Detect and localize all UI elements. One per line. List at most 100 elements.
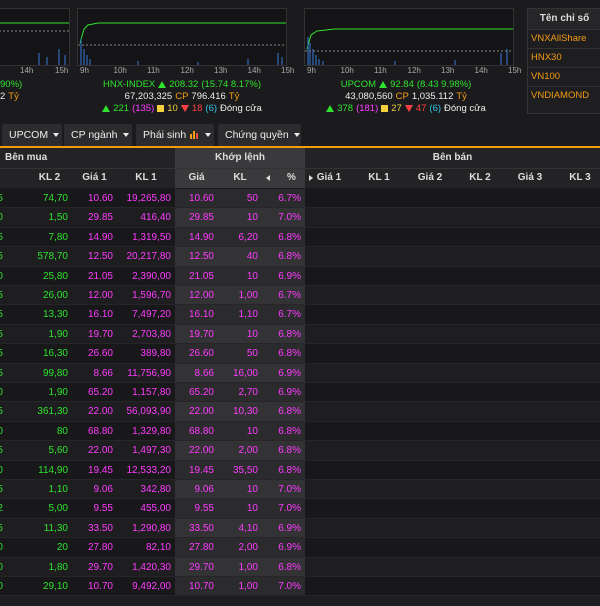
table-cell: .10 bbox=[0, 387, 3, 398]
table-cell: 21.05 bbox=[87, 270, 113, 282]
table-cell: 10 bbox=[246, 484, 258, 495]
table-cell: 1,90 bbox=[48, 328, 68, 340]
table-cell: 1,157,80 bbox=[132, 387, 171, 398]
declines: 18 bbox=[191, 103, 203, 114]
tab-label: CP ngành bbox=[71, 129, 118, 141]
table-cell: 50 bbox=[246, 193, 258, 204]
table-cell: 114,90 bbox=[38, 464, 68, 476]
row-bg bbox=[0, 596, 600, 606]
table-cell: 12.50 bbox=[188, 251, 214, 263]
traded: 796.416 bbox=[191, 91, 226, 102]
axis-label: 12h bbox=[180, 66, 194, 75]
dropdown-caret bbox=[122, 133, 129, 138]
table-cell: 20 bbox=[56, 542, 68, 554]
table-cell: 5,00 bbox=[48, 503, 68, 515]
table-cell: 26,00 bbox=[42, 290, 68, 301]
column-header: Giá bbox=[188, 172, 205, 183]
table-cell: 10 bbox=[246, 503, 258, 515]
toolbar-tab[interactable]: Chứng quyền bbox=[218, 124, 301, 146]
table-cell: 9,492,00 bbox=[132, 581, 171, 592]
axis-label: 15h bbox=[55, 66, 69, 75]
table-cell: 12,533,20 bbox=[126, 464, 172, 476]
upcom-mini-chart bbox=[304, 8, 514, 66]
index-line: 67,203,325 CP 796.416 Tỷ bbox=[32, 91, 332, 102]
table-cell: 361,30 bbox=[37, 406, 68, 418]
table-cell: .40 bbox=[0, 464, 3, 476]
volume-unit: CP bbox=[175, 91, 189, 102]
table-cell: 6.8% bbox=[278, 231, 301, 243]
table-cell: 7.0% bbox=[278, 581, 301, 592]
down-arrow bbox=[404, 105, 413, 112]
index-list-item: VNXAllShare bbox=[528, 29, 600, 48]
table-cell: 6.8% bbox=[278, 328, 301, 340]
table-cell: 7.0% bbox=[278, 212, 301, 224]
table-cell: 6.7% bbox=[278, 193, 301, 204]
row-bg-match bbox=[175, 538, 305, 558]
toolbar-tab[interactable]: Phái sinh bbox=[136, 124, 214, 146]
table-cell: 1,10 bbox=[238, 309, 258, 321]
traded: 1,035.112 bbox=[411, 91, 454, 102]
ceiling-count: (135) bbox=[132, 103, 155, 114]
hnx-chart-graphic bbox=[78, 22, 286, 65]
toolbar-tab[interactable]: UPCOM bbox=[2, 124, 62, 146]
index-line: HNX-INDEX 208.32 (15.74 8.17%) bbox=[32, 79, 332, 90]
table-cell: 9.55 bbox=[194, 503, 214, 515]
axis-label: 11h bbox=[147, 66, 160, 75]
row-bg-match bbox=[175, 441, 305, 461]
index-line: 43,080,560 CP 1,035.112 Tỷ bbox=[256, 91, 556, 102]
table-cell: 33.50 bbox=[188, 522, 214, 534]
row-bg-match bbox=[175, 383, 305, 403]
advances: 221 bbox=[113, 103, 130, 114]
index-list-item: HNX30 bbox=[528, 48, 600, 67]
table-cell: 29.85 bbox=[188, 212, 214, 224]
table-cell: 1,00 bbox=[238, 561, 258, 573]
column-header: KL bbox=[233, 172, 247, 183]
table-cell: 22.00 bbox=[87, 445, 113, 457]
ceiling-count: (181) bbox=[356, 103, 379, 114]
table-cell: 7.0% bbox=[278, 484, 301, 495]
column-header: Giá 2 bbox=[417, 172, 443, 183]
table-cell: 14.90 bbox=[87, 231, 113, 243]
row-bg-match bbox=[175, 402, 305, 422]
axis-label: 13h bbox=[214, 66, 228, 75]
status: Đóng cửa bbox=[444, 103, 486, 114]
table-cell: 26.60 bbox=[188, 348, 214, 360]
table-cell: 25,80 bbox=[42, 270, 68, 282]
row-bg-match bbox=[175, 363, 305, 383]
axis-label: 9h bbox=[80, 66, 89, 75]
table-cell: 20,217,80 bbox=[126, 251, 172, 263]
index-line: 221 (135) 10 18 (6) Đóng cửa bbox=[32, 103, 332, 114]
floor-count: (6) bbox=[205, 103, 218, 114]
row-bg-match bbox=[175, 480, 305, 500]
row-bg-match bbox=[175, 577, 305, 597]
column-header: Giá 3 bbox=[517, 172, 543, 183]
table-cell: 1,497,30 bbox=[132, 445, 171, 457]
table-cell: 6.8% bbox=[278, 251, 301, 263]
table-cell: 27.80 bbox=[188, 542, 214, 554]
unchanged: 10 bbox=[167, 103, 178, 114]
axis-label: 13h bbox=[441, 66, 455, 75]
row-bg-match bbox=[175, 460, 305, 480]
column-header: % bbox=[266, 168, 313, 188]
table-cell: .20 bbox=[0, 561, 3, 573]
table-cell: 2,00 bbox=[238, 542, 258, 554]
table-cell: 33.50 bbox=[87, 522, 113, 534]
table-cell: 1,420,30 bbox=[132, 561, 171, 573]
table-cell: 99,80 bbox=[42, 367, 68, 379]
hnx-mini-chart bbox=[77, 8, 287, 66]
toolbar-tab[interactable]: CP ngành bbox=[64, 124, 132, 146]
table-cell: 1,50 bbox=[48, 212, 68, 224]
table-cell: 342,80 bbox=[140, 484, 171, 495]
row-bg-match bbox=[175, 247, 305, 267]
table-cell: 19.45 bbox=[188, 464, 214, 476]
row-bg-match bbox=[175, 305, 305, 325]
tab-label: Phái sinh bbox=[143, 129, 187, 141]
row-bg-match bbox=[175, 208, 305, 228]
table-cell: 6.8% bbox=[278, 464, 301, 476]
table-cell: 6.9% bbox=[278, 522, 301, 534]
table-cell: 22.00 bbox=[87, 406, 113, 418]
table-cell: 10.70 bbox=[87, 581, 113, 592]
advances: 378 bbox=[337, 103, 354, 114]
table-cell: 1,90 bbox=[48, 387, 68, 398]
axis-label: 14h bbox=[247, 66, 261, 75]
